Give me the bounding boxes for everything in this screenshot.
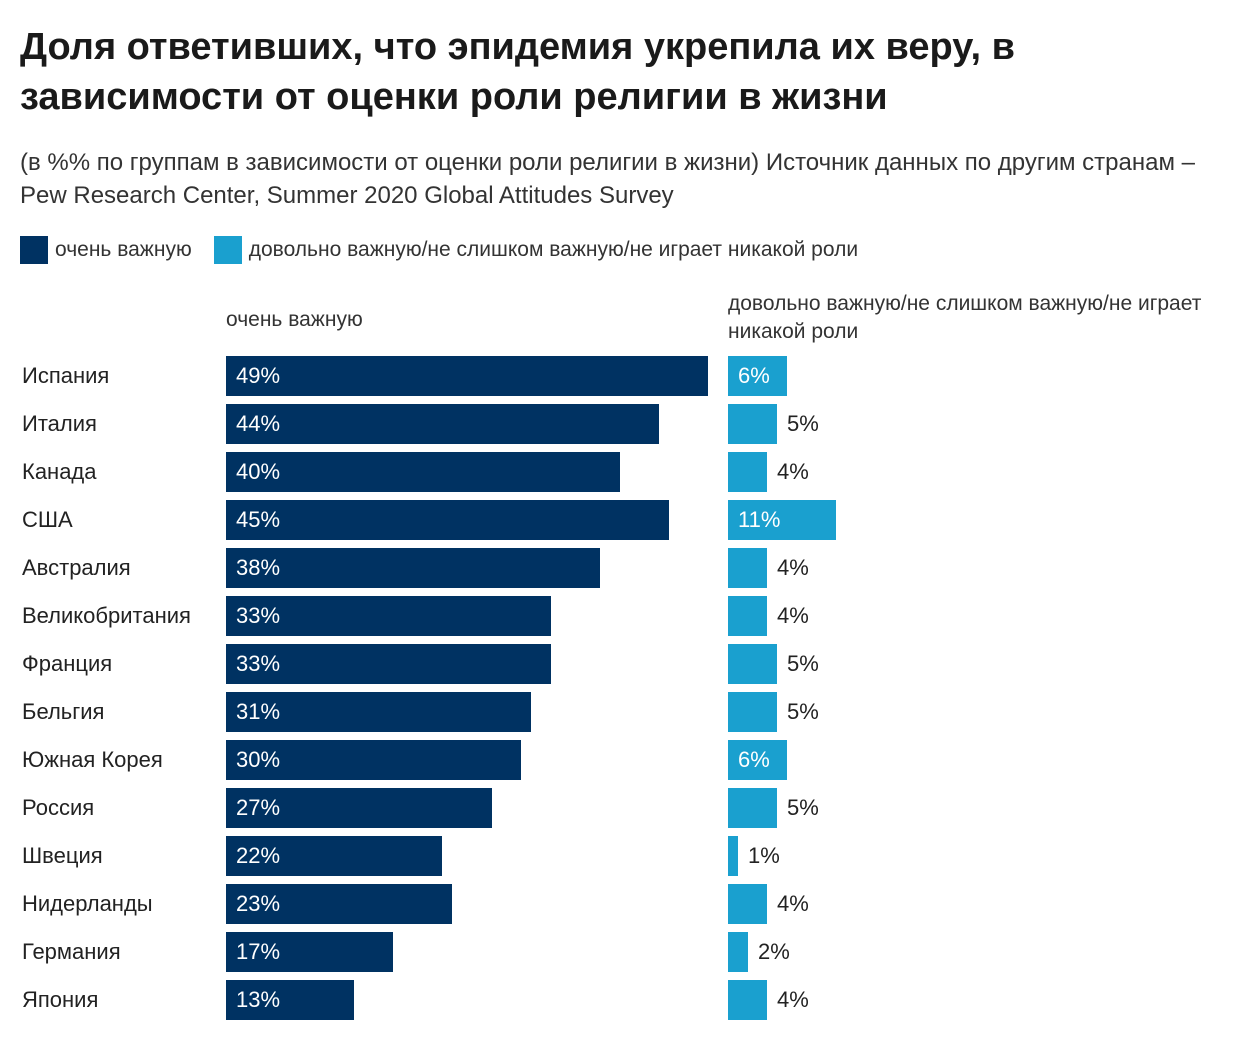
category-label: Бельгия bbox=[22, 699, 105, 724]
table-row: Испания 49% 6% bbox=[0, 356, 1240, 396]
category-label: Нидерланды bbox=[22, 891, 153, 916]
column-header-very-important: очень важную bbox=[226, 308, 363, 331]
category-label: Австралия bbox=[22, 555, 131, 580]
bar-other bbox=[728, 644, 777, 684]
bar-very-important bbox=[226, 404, 659, 444]
data-label: 6% bbox=[738, 363, 770, 388]
data-label: 6% bbox=[738, 747, 770, 772]
category-label: Италия bbox=[22, 411, 97, 436]
bar-very-important bbox=[226, 500, 669, 540]
data-label: 17% bbox=[236, 939, 281, 964]
category-label: Канада bbox=[22, 459, 97, 484]
category-label: Германия bbox=[22, 939, 121, 964]
data-label: 5% bbox=[787, 699, 819, 724]
bar-other bbox=[728, 404, 777, 444]
table-row: США 45% 11% bbox=[0, 500, 1240, 540]
bar-other bbox=[728, 788, 777, 828]
table-row: Италия 44% 5% bbox=[0, 404, 1240, 444]
data-label: 1% bbox=[748, 843, 780, 868]
category-label: Испания bbox=[22, 363, 110, 388]
bar-other bbox=[728, 980, 767, 1020]
category-label: Япония bbox=[22, 987, 99, 1012]
legend-item-other: довольно важную/не слишком важную/не игр… bbox=[213, 236, 859, 264]
table-row: Германия 17% 2% bbox=[0, 932, 1240, 972]
data-label: 4% bbox=[777, 603, 809, 628]
table-row: Бельгия 31% 5% bbox=[0, 692, 1240, 732]
data-label: 27% bbox=[236, 795, 281, 820]
bar-other bbox=[728, 548, 767, 588]
table-row: Канада 40% 4% bbox=[0, 452, 1240, 492]
data-label: 40% bbox=[236, 459, 281, 484]
category-label: США bbox=[22, 507, 73, 532]
bar-other bbox=[728, 836, 738, 876]
category-label: Швеция bbox=[22, 843, 103, 868]
legend: очень важную довольно важную/не слишком … bbox=[20, 236, 880, 264]
bar-very-important bbox=[226, 644, 551, 684]
table-row: Япония 13% 4% bbox=[0, 980, 1240, 1020]
data-label: 4% bbox=[777, 891, 809, 916]
bar-very-important bbox=[226, 836, 442, 876]
table-row: Россия 27% 5% bbox=[0, 788, 1240, 828]
bar-very-important bbox=[226, 452, 620, 492]
bar-very-important bbox=[226, 596, 551, 636]
bar-other bbox=[728, 500, 836, 540]
data-label: 23% bbox=[236, 891, 281, 916]
bar-very-important bbox=[226, 548, 600, 588]
data-label: 30% bbox=[236, 747, 281, 772]
category-label: Южная Корея bbox=[22, 747, 163, 772]
bar-other bbox=[728, 884, 767, 924]
data-label: 33% bbox=[236, 651, 281, 676]
data-label: 2% bbox=[758, 939, 790, 964]
bar-other bbox=[728, 692, 777, 732]
column-header-other: довольно важную/не слишком важную/не игр… bbox=[728, 292, 1202, 343]
data-label: 4% bbox=[777, 555, 809, 580]
bar-very-important bbox=[226, 356, 708, 396]
category-label: Россия bbox=[22, 795, 95, 820]
legend-swatch-very-important bbox=[20, 236, 48, 264]
data-label: 5% bbox=[787, 411, 819, 436]
data-label: 4% bbox=[777, 459, 809, 484]
bar-very-important bbox=[226, 788, 492, 828]
table-row: Южная Корея 30% 6% bbox=[0, 740, 1240, 780]
bar-other bbox=[728, 452, 767, 492]
data-label: 13% bbox=[236, 987, 281, 1012]
table-row: Франция 33% 5% bbox=[0, 644, 1240, 684]
legend-item-very-important: очень важную bbox=[20, 236, 192, 264]
data-label: 31% bbox=[236, 699, 281, 724]
data-label: 33% bbox=[236, 603, 281, 628]
bar-other bbox=[728, 932, 748, 972]
data-label: 44% bbox=[236, 411, 281, 436]
legend-label-other: довольно важную/не слишком важную/не игр… bbox=[248, 238, 859, 261]
chart-subtitle: (в %% по группам в зависимости от оценки… bbox=[20, 149, 1195, 209]
data-label: 11% bbox=[738, 507, 781, 532]
bar-very-important bbox=[226, 980, 354, 1020]
category-label: Франция bbox=[22, 651, 113, 676]
legend-swatch-other bbox=[213, 236, 242, 264]
category-label: Великобритания bbox=[22, 603, 191, 628]
data-label: 38% bbox=[236, 555, 281, 580]
bar-very-important bbox=[226, 740, 521, 780]
table-row: Австралия 38% 4% bbox=[0, 548, 1240, 588]
table-row: Великобритания 33% 4% bbox=[0, 596, 1240, 636]
table-row: Нидерланды 23% 4% bbox=[0, 884, 1240, 924]
bar-other bbox=[728, 596, 767, 636]
data-label: 5% bbox=[787, 795, 819, 820]
bar-other bbox=[728, 740, 787, 780]
data-label: 22% bbox=[236, 843, 281, 868]
data-label: 45% bbox=[236, 507, 281, 532]
chart-title: Доля ответивших, что эпидемия укрепила и… bbox=[20, 26, 1015, 118]
bar-very-important bbox=[226, 884, 452, 924]
data-label: 49% bbox=[236, 363, 281, 388]
table-row: Швеция 22% 1% bbox=[0, 836, 1240, 876]
data-label: 4% bbox=[777, 987, 809, 1012]
legend-label-very-important: очень важную bbox=[55, 238, 192, 261]
bar-other bbox=[728, 356, 787, 396]
bar-very-important bbox=[226, 692, 531, 732]
bar-very-important bbox=[226, 932, 393, 972]
data-label: 5% bbox=[787, 651, 819, 676]
